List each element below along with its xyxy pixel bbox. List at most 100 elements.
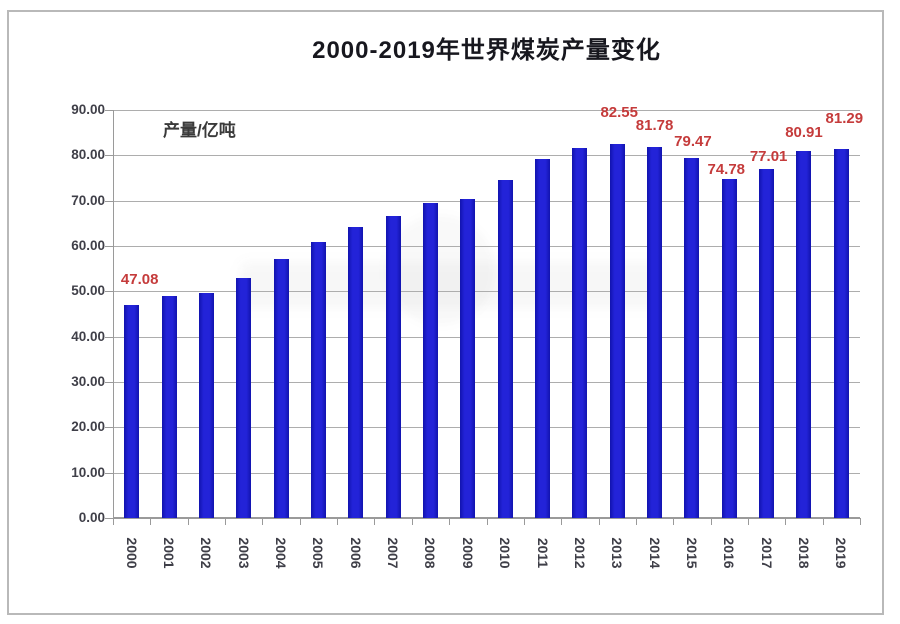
bar bbox=[497, 179, 513, 518]
legend-label: 产量/亿吨 bbox=[163, 121, 236, 140]
x-axis-tick bbox=[262, 518, 264, 525]
bar bbox=[385, 215, 401, 518]
y-axis-tick bbox=[105, 518, 113, 519]
x-tick-label: 2009 bbox=[459, 537, 476, 569]
y-tick-label: 10.00 bbox=[71, 464, 105, 480]
gridline bbox=[113, 246, 860, 247]
y-tick-label: 50.00 bbox=[71, 283, 105, 299]
y-tick-label: 20.00 bbox=[71, 419, 105, 435]
x-tick-label: 2007 bbox=[385, 537, 402, 569]
x-axis-tick bbox=[337, 518, 339, 525]
bar bbox=[609, 143, 625, 518]
y-axis-tick bbox=[105, 336, 113, 338]
x-axis-tick bbox=[411, 518, 413, 525]
y-tick-label: 90.00 bbox=[71, 102, 105, 117]
data-label: 80.91 bbox=[785, 124, 823, 142]
data-label: 79.47 bbox=[674, 132, 712, 150]
bar bbox=[796, 151, 812, 518]
chart-title: 2000-2019年世界煤炭产量变化 bbox=[312, 37, 661, 64]
y-tick-label: 40.00 bbox=[71, 328, 105, 344]
y-axis-tick bbox=[105, 200, 113, 202]
data-label: 47.08 bbox=[120, 270, 159, 288]
bar bbox=[647, 147, 663, 518]
gridline bbox=[113, 200, 860, 202]
x-axis-tick bbox=[561, 518, 563, 525]
data-label: 81.78 bbox=[635, 117, 674, 135]
x-axis-tick bbox=[822, 518, 824, 525]
y-tick-label: 70.00 bbox=[71, 192, 105, 208]
bar bbox=[535, 158, 551, 518]
y-tick-label: 0.00 bbox=[78, 510, 105, 525]
x-axis-tick bbox=[785, 518, 787, 525]
x-axis-tick bbox=[486, 518, 488, 525]
data-label: 77.01 bbox=[749, 147, 788, 165]
bar bbox=[833, 149, 849, 518]
y-axis-tick bbox=[105, 155, 113, 157]
x-axis-tick bbox=[225, 518, 227, 525]
x-axis-tick bbox=[523, 518, 525, 525]
y-axis-tick bbox=[105, 382, 113, 383]
y-axis-tick bbox=[105, 291, 113, 293]
gridline bbox=[113, 336, 860, 338]
x-tick-label: 2005 bbox=[310, 537, 327, 569]
y-axis-line bbox=[113, 110, 114, 518]
x-tick-label: 2002 bbox=[198, 537, 215, 569]
bar bbox=[161, 296, 177, 518]
gridline bbox=[113, 427, 860, 429]
bar bbox=[236, 277, 252, 518]
gridline bbox=[113, 155, 860, 157]
bar bbox=[684, 157, 700, 518]
data-label: 82.55 bbox=[600, 103, 638, 121]
legend: 产量/亿吨 bbox=[141, 116, 236, 141]
bar bbox=[721, 178, 737, 518]
x-axis-tick bbox=[598, 518, 600, 525]
y-tick-label: 60.00 bbox=[71, 238, 105, 253]
x-tick-label: 2018 bbox=[795, 537, 812, 569]
x-axis-tick bbox=[374, 518, 376, 525]
gridline bbox=[113, 291, 860, 293]
x-axis-tick bbox=[449, 518, 451, 525]
x-tick-label: 2014 bbox=[646, 537, 663, 569]
y-axis-tick bbox=[105, 427, 113, 429]
x-tick-label: 2000 bbox=[123, 537, 140, 569]
bar bbox=[348, 227, 364, 518]
gridline bbox=[113, 382, 860, 383]
bar bbox=[759, 168, 775, 518]
x-tick-label: 2013 bbox=[609, 537, 626, 569]
y-axis-tick bbox=[105, 110, 113, 111]
watermark bbox=[240, 262, 660, 308]
bar bbox=[273, 259, 289, 518]
x-axis-tick bbox=[187, 518, 189, 525]
x-axis-tick bbox=[635, 518, 637, 525]
x-tick-label: 2012 bbox=[571, 537, 588, 569]
y-tick-label: 80.00 bbox=[71, 147, 105, 163]
x-tick-label: 2004 bbox=[273, 537, 290, 569]
x-tick-label: 2016 bbox=[721, 537, 738, 569]
x-tick-label: 2001 bbox=[161, 537, 178, 569]
data-label: 81.29 bbox=[825, 110, 864, 128]
x-tick-label: 2010 bbox=[497, 537, 514, 569]
y-axis-tick bbox=[105, 472, 113, 474]
bar bbox=[572, 148, 588, 518]
bar bbox=[310, 242, 326, 518]
x-axis-tick bbox=[710, 518, 712, 525]
x-tick-label: 2008 bbox=[422, 537, 439, 569]
x-axis-tick bbox=[150, 518, 152, 525]
x-axis-tick bbox=[673, 518, 675, 525]
x-tick-label: 2006 bbox=[347, 537, 364, 569]
bar bbox=[422, 203, 438, 518]
legend-swatch-icon bbox=[141, 122, 155, 136]
x-tick-label: 2011 bbox=[534, 537, 551, 569]
x-tick-label: 2015 bbox=[683, 537, 700, 569]
y-tick-label: 30.00 bbox=[71, 374, 105, 389]
x-axis-tick bbox=[860, 518, 861, 525]
x-axis-tick bbox=[113, 518, 114, 525]
bar bbox=[460, 198, 476, 518]
x-tick-label: 2017 bbox=[758, 537, 775, 569]
gridline bbox=[113, 110, 860, 111]
x-tick-label: 2019 bbox=[833, 537, 850, 569]
y-axis-tick bbox=[105, 246, 113, 247]
bar bbox=[198, 293, 214, 518]
gridline bbox=[113, 472, 860, 474]
x-axis-tick bbox=[747, 518, 749, 525]
